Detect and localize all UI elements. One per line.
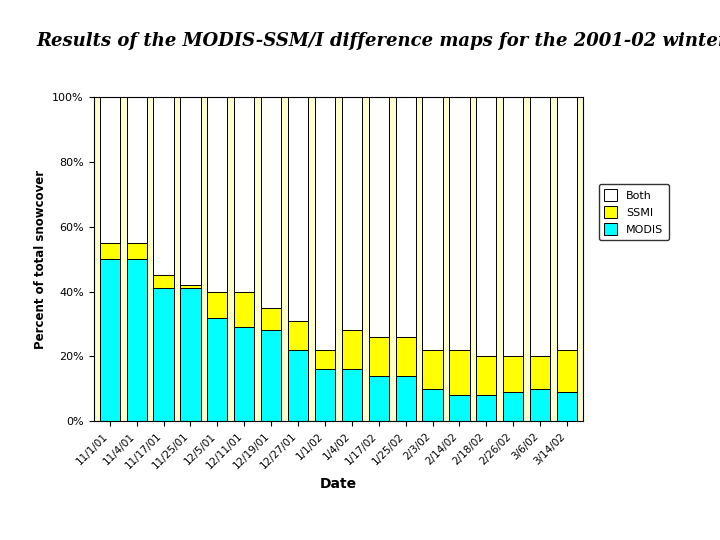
Bar (342, 97, 362, 330)
Bar (315, 369, 335, 421)
Bar (180, 285, 201, 288)
Bar (395, 376, 415, 421)
Bar (153, 288, 174, 421)
Bar (369, 376, 389, 421)
Bar (369, 97, 389, 337)
Bar (530, 389, 550, 421)
Bar (153, 97, 174, 275)
Bar (369, 337, 389, 376)
Bar (234, 292, 254, 327)
Bar (288, 321, 308, 350)
Bar (342, 330, 362, 369)
Bar (423, 97, 443, 350)
Bar (530, 356, 550, 389)
Bar (180, 288, 201, 421)
X-axis label: Date: Date (320, 476, 357, 490)
Bar (557, 97, 577, 350)
Text: Results of the MODIS-SSM/I difference maps for the 2001-02 winter: Results of the MODIS-SSM/I difference ma… (36, 32, 720, 50)
Bar (449, 350, 469, 395)
Bar (234, 327, 254, 421)
Bar (99, 243, 120, 259)
Legend: Both, SSMI, MODIS: Both, SSMI, MODIS (598, 184, 669, 240)
Bar (423, 350, 443, 389)
Bar (476, 395, 497, 421)
Bar (207, 318, 228, 421)
Bar (476, 97, 497, 356)
Bar (530, 97, 550, 356)
Bar (180, 97, 201, 285)
Bar (261, 330, 282, 421)
Bar (315, 97, 335, 350)
Bar (476, 356, 497, 395)
Bar (395, 337, 415, 376)
Bar (288, 350, 308, 421)
Bar (315, 350, 335, 369)
Bar (288, 97, 308, 321)
Bar (99, 259, 120, 421)
Bar (449, 97, 469, 350)
Bar (503, 97, 523, 356)
Y-axis label: Percent of total snowcover: Percent of total snowcover (34, 170, 47, 349)
Bar (207, 97, 228, 292)
Bar (423, 389, 443, 421)
Bar (395, 97, 415, 337)
Bar (449, 395, 469, 421)
Bar (207, 292, 228, 318)
Bar (557, 350, 577, 392)
Bar (234, 97, 254, 292)
Bar (99, 97, 120, 243)
Bar (261, 97, 282, 308)
Bar (153, 275, 174, 288)
Bar (127, 259, 147, 421)
Bar (127, 97, 147, 243)
Bar (342, 369, 362, 421)
Bar (557, 392, 577, 421)
Bar (261, 308, 282, 330)
Bar (127, 243, 147, 259)
Bar (503, 392, 523, 421)
Bar (503, 356, 523, 392)
